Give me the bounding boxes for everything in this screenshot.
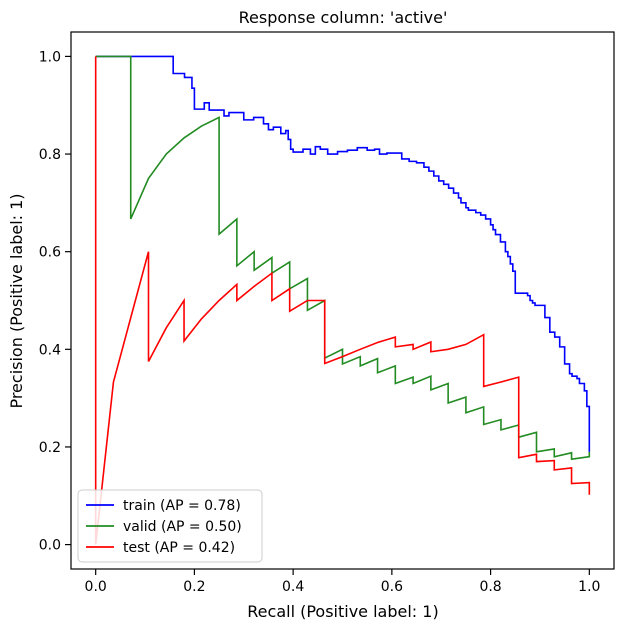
legend: train (AP = 0.78) valid (AP = 0.50) test (…: [77, 489, 263, 563]
x-tick-label: 0.4: [282, 579, 304, 595]
x-tick-label: 1.0: [578, 579, 600, 595]
y-axis-label: Precision (Positive label: 1): [7, 193, 26, 408]
chart-title: Response column: 'active': [239, 8, 448, 27]
y-tick-label: 0.4: [39, 342, 61, 358]
legend-label-1: valid (AP = 0.50): [123, 519, 242, 535]
y-tick-label: 0.8: [39, 147, 61, 163]
plot-frame: [70, 31, 615, 570]
y-tick-label: 0.2: [39, 440, 61, 456]
x-tick-label: 0.6: [381, 579, 403, 595]
x-tick-label: 0.2: [183, 579, 205, 595]
series-line-0: [95, 55, 591, 452]
y-tick-label: 0.0: [39, 538, 61, 554]
legend-label-2: test (AP = 0.42): [123, 540, 235, 556]
x-tick-label: 0.8: [479, 579, 501, 595]
series-line-2: [94, 56, 591, 545]
series-lines: [94, 55, 591, 545]
x-axis-label: Recall (Positive label: 1): [247, 602, 438, 621]
y-axis-ticks: 0.0 0.2 0.4 0.6 0.8 1.0: [39, 49, 71, 554]
legend-box: [77, 489, 263, 563]
y-tick-label: 1.0: [39, 49, 61, 65]
y-tick-label: 0.6: [39, 245, 61, 261]
x-tick-label: 0.0: [85, 579, 107, 595]
legend-label-0: train (AP = 0.78): [123, 498, 241, 514]
x-axis-ticks: 0.0 0.2 0.4 0.6 0.8 1.0: [85, 569, 600, 595]
